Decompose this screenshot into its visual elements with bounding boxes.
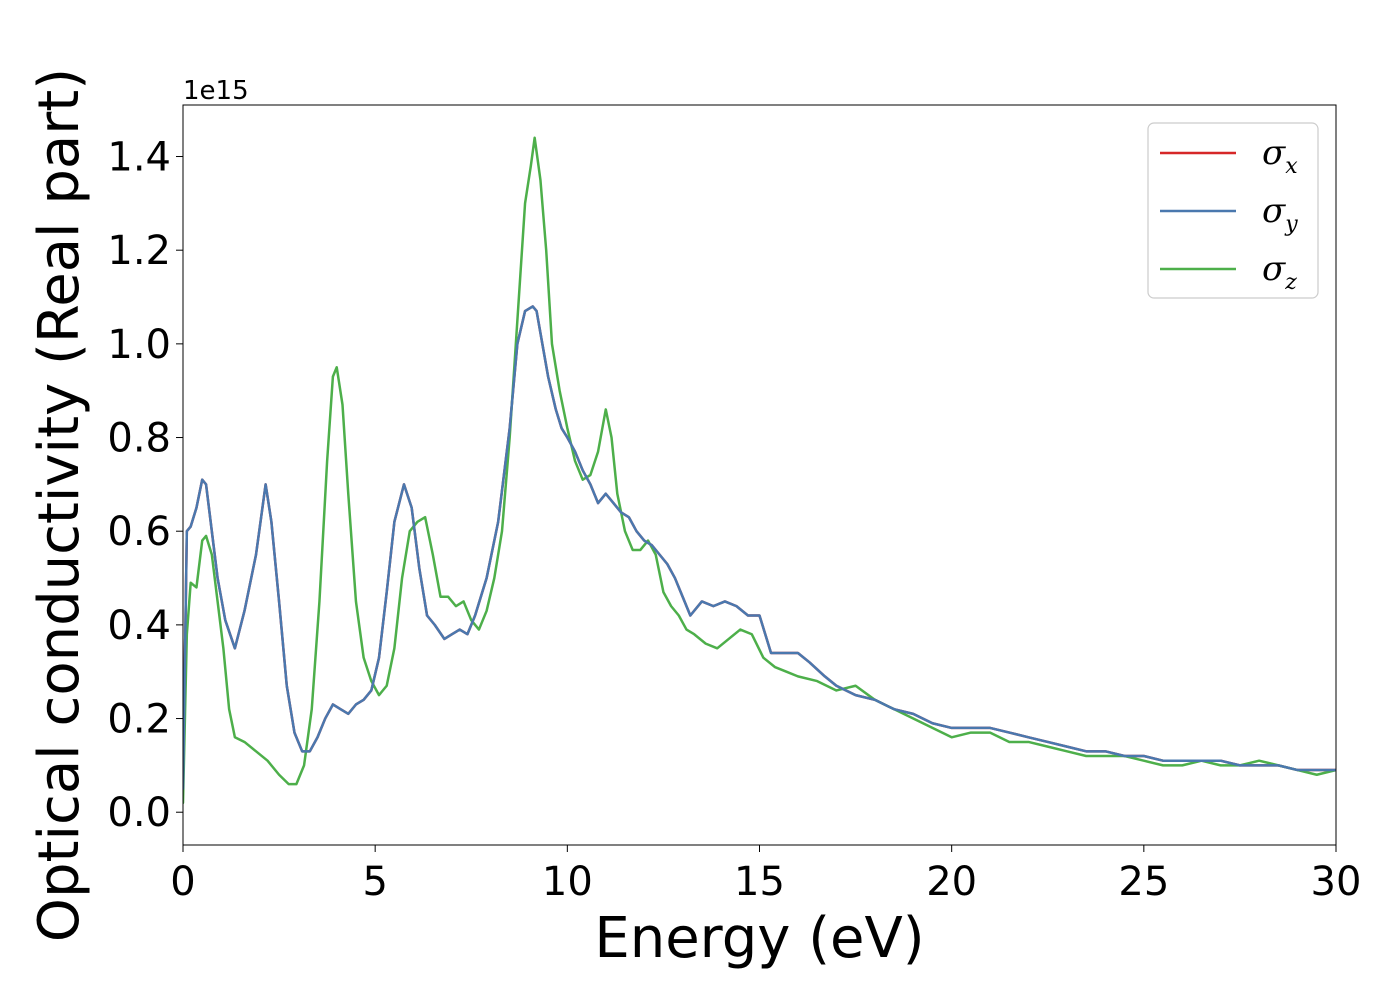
legend-subscript: z (1284, 270, 1297, 295)
x-tick-label: 0 (170, 859, 195, 905)
legend-symbol: σ (1262, 133, 1286, 173)
x-tick-label: 5 (362, 859, 387, 905)
legend-label-y: σy (1262, 191, 1298, 237)
y-axis-label: Optical conductivity (Real part) (27, 68, 92, 942)
legend-symbol: σ (1262, 191, 1286, 231)
legend-subscript: y (1284, 212, 1298, 237)
x-axis: 0 5 10 15 20 25 30 (170, 845, 1361, 905)
y-tick-label: 0.4 (107, 603, 171, 649)
y-offset-label: 1e15 (183, 76, 249, 106)
legend-label-z: σz (1262, 249, 1297, 295)
legend-subscript: x (1285, 154, 1298, 179)
x-tick-label: 10 (542, 859, 593, 905)
y-tick-label: 0.0 (107, 790, 171, 836)
y-tick-label: 0.8 (107, 416, 171, 462)
series-line-y (183, 305, 1336, 791)
x-tick-label: 25 (1118, 859, 1169, 905)
series-line-z (183, 136, 1336, 805)
y-tick-label: 1.2 (107, 228, 171, 274)
x-axis-label: Energy (eV) (594, 906, 924, 971)
x-tick-label: 20 (926, 859, 977, 905)
y-tick-label: 0.2 (107, 697, 171, 743)
legend-label-x: σx (1262, 133, 1298, 179)
legend-symbol: σ (1262, 249, 1286, 289)
y-tick-label: 1.4 (107, 135, 171, 181)
y-axis: 0.0 0.2 0.4 0.6 0.8 1.0 1.2 1.4 (107, 135, 183, 836)
series-layer (183, 136, 1336, 805)
x-tick-label: 30 (1311, 859, 1362, 905)
x-tick-label: 15 (734, 859, 785, 905)
y-tick-label: 1.0 (107, 322, 171, 368)
y-tick-label: 0.6 (107, 509, 171, 555)
